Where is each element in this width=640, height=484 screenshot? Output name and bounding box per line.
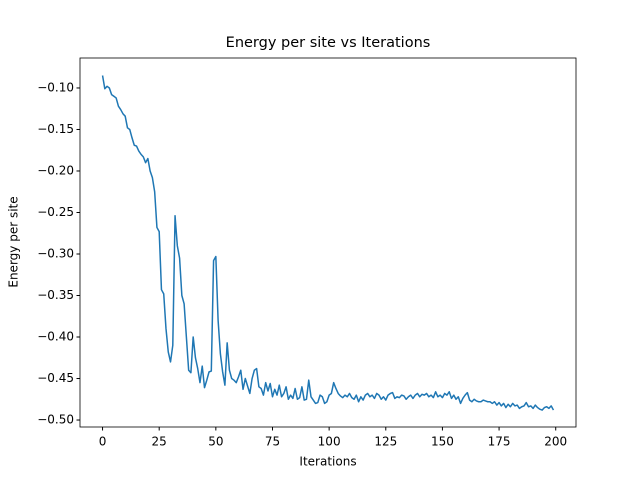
plot-frame — [79, 57, 577, 428]
y-tick-label: −0.15 — [37, 122, 74, 136]
x-tick-label: 50 — [208, 435, 223, 449]
x-tick-label: 125 — [374, 435, 397, 449]
chart-title: Energy per site vs Iterations — [226, 35, 431, 51]
y-tick-label: −0.30 — [37, 246, 74, 260]
x-tick-label: 150 — [431, 435, 454, 449]
x-tick-label: 200 — [544, 435, 567, 449]
line — [101, 75, 555, 411]
x-tick-label: 0 — [99, 435, 107, 449]
x-tick-label: 100 — [318, 435, 341, 449]
y-tick-label: −0.25 — [37, 205, 74, 219]
y-axis-label: Energy per site — [7, 196, 21, 287]
y-tick-label: −0.45 — [37, 371, 74, 385]
x-tick-label: 25 — [152, 435, 167, 449]
x-tick-label: 175 — [488, 435, 511, 449]
y-tick-label: −0.10 — [37, 80, 74, 94]
y-tick-label: −0.40 — [37, 330, 74, 344]
x-axis-label: Iterations — [299, 455, 356, 469]
y-tick-label: −0.20 — [37, 163, 74, 177]
y-tick-label: −0.35 — [37, 288, 74, 302]
x-tick-label: 75 — [265, 435, 280, 449]
y-tick-label: −0.50 — [37, 413, 74, 427]
